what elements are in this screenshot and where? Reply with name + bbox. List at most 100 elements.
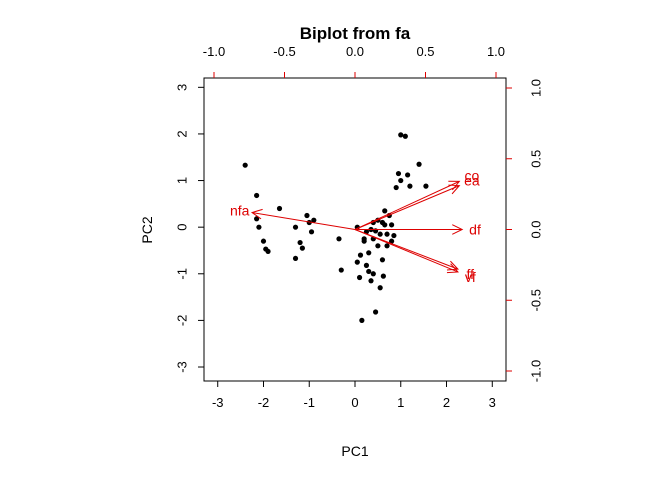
loading-arrowhead-ea — [448, 184, 461, 195]
score-point — [292, 224, 299, 230]
top-tick-label: 1.0 — [487, 44, 505, 59]
loading-arrowhead-nfa — [250, 208, 263, 220]
chart-title: Biplot from fa — [300, 24, 411, 43]
score-point — [375, 243, 381, 249]
score-point — [407, 183, 413, 189]
y-axis-left: -3 -2 -1 0 1 2 3 — [175, 84, 204, 373]
score-point — [377, 285, 383, 291]
score-point — [357, 252, 364, 258]
score-point — [306, 219, 312, 226]
right-tick-label: 0.5 — [529, 150, 544, 168]
loading-label-nfa: nfa — [230, 202, 250, 218]
score-point — [389, 238, 395, 244]
score-point — [361, 236, 367, 242]
loading-label-df: df — [469, 221, 481, 237]
x-tick-label: 0 — [351, 395, 358, 410]
x-tick-label: 2 — [443, 395, 450, 410]
score-point — [260, 238, 267, 244]
score-point — [356, 274, 363, 281]
score-point — [276, 205, 283, 212]
score-point — [391, 232, 397, 239]
y-tick-label: -2 — [175, 315, 190, 327]
x-axis-top-loadings: -1.0 -0.5 0.0 0.5 1.0 — [203, 44, 505, 78]
loading-label-ff: ff — [467, 266, 475, 282]
score-point — [363, 262, 370, 268]
score-point — [384, 231, 390, 237]
score-point — [370, 271, 376, 277]
top-tick-label: -1.0 — [203, 44, 225, 59]
score-point — [416, 161, 422, 167]
score-point — [395, 170, 402, 177]
score-point — [382, 208, 388, 214]
y-axis-right-loadings: -1.0 -0.5 0.0 0.5 1.0 — [506, 79, 544, 382]
right-tick-label: -0.5 — [529, 289, 544, 311]
score-point — [354, 259, 360, 265]
score-points — [242, 132, 429, 323]
loading-label-vf: vf — [465, 269, 476, 285]
loading-arrowhead-df — [452, 224, 464, 235]
score-point — [405, 172, 411, 178]
score-point — [308, 229, 315, 235]
score-point — [242, 162, 248, 168]
right-tick-label: -1.0 — [529, 360, 544, 382]
y-tick-label: 3 — [175, 84, 190, 91]
x-axis-bottom: -3 -2 -1 0 1 2 3 — [212, 381, 496, 410]
loading-arrow-vf — [354, 229, 459, 273]
loading-arrow-nfa — [251, 212, 356, 230]
score-point — [398, 132, 404, 138]
y-tick-label: -3 — [175, 361, 190, 373]
loading-arrowhead-co — [448, 180, 461, 191]
score-point — [256, 224, 262, 230]
score-point — [336, 236, 342, 242]
y-tick-label: -1 — [175, 268, 190, 280]
score-point — [423, 183, 429, 189]
score-point — [402, 133, 408, 139]
score-point — [265, 248, 271, 255]
score-point — [382, 222, 388, 228]
y-tick-label: 1 — [175, 177, 190, 184]
score-point — [338, 267, 344, 273]
score-point — [254, 216, 260, 222]
loading-arrowhead-vf — [446, 263, 459, 274]
loading-arrow-ea — [354, 185, 460, 230]
top-tick-label: -0.5 — [273, 44, 295, 59]
score-point — [377, 231, 383, 237]
score-point — [366, 268, 372, 275]
score-point — [299, 245, 305, 251]
loading-arrow-co — [354, 180, 460, 230]
score-point — [372, 309, 379, 315]
y-tick-label: 0 — [175, 224, 190, 231]
x-tick-label: -2 — [258, 395, 270, 410]
score-point — [254, 192, 260, 199]
x-tick-label: 3 — [489, 395, 496, 410]
top-tick-label: 0.0 — [346, 44, 364, 59]
score-point — [311, 217, 317, 223]
top-tick-label: 0.5 — [416, 44, 434, 59]
score-point — [384, 243, 390, 249]
y-tick-label: 2 — [175, 130, 190, 137]
y-axis-title: PC2 — [139, 216, 155, 243]
loading-arrowhead-ff — [446, 260, 460, 271]
x-tick-label: 1 — [397, 395, 404, 410]
score-point — [393, 184, 399, 191]
x-tick-label: -1 — [303, 395, 315, 410]
score-point — [398, 177, 404, 184]
score-point — [304, 212, 310, 219]
right-tick-label: 0.0 — [529, 220, 544, 238]
score-point — [297, 239, 303, 246]
score-point — [389, 222, 395, 228]
score-point — [359, 317, 365, 323]
x-tick-label: -3 — [212, 395, 224, 410]
right-tick-label: 1.0 — [529, 79, 544, 97]
x-axis-title: PC1 — [341, 443, 368, 459]
score-point — [380, 273, 386, 279]
score-point — [292, 255, 299, 262]
loading-label-co: co — [464, 168, 479, 184]
score-point — [368, 278, 374, 284]
loading-label-ea: ea — [464, 172, 480, 188]
score-point — [366, 250, 372, 256]
score-point — [379, 257, 386, 263]
